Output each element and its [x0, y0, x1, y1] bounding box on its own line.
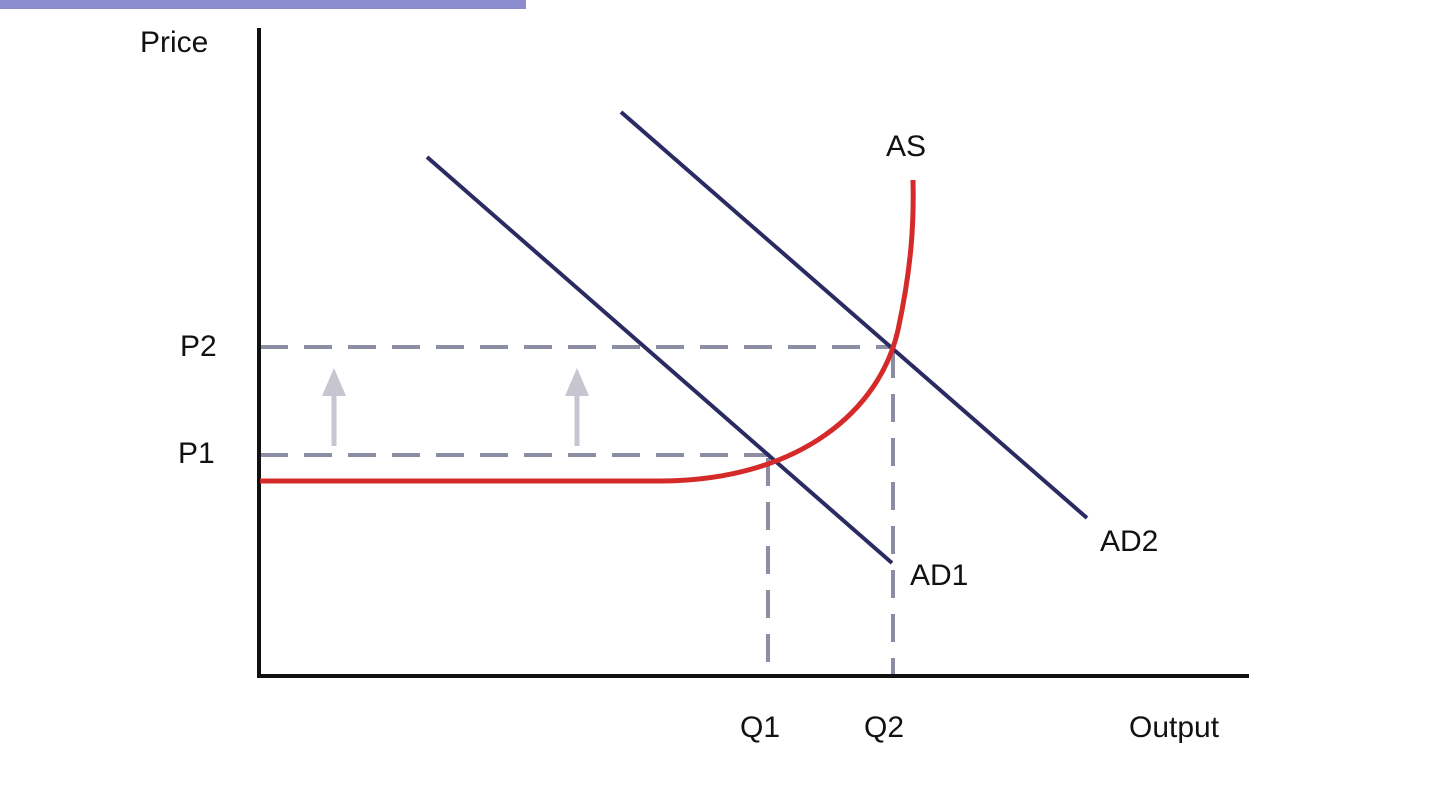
ad1-curve: [425, 155, 894, 565]
as-label: AS: [886, 130, 926, 163]
q1-label: Q1: [740, 711, 780, 744]
ad2-label: AD2: [1100, 525, 1158, 558]
x-axis-label: Output: [1129, 711, 1220, 744]
ad2-curve: [619, 110, 1089, 520]
price-rise-arrow-left: [322, 368, 346, 446]
top-accent-bar: [0, 0, 526, 9]
price-rise-arrow-right: [565, 368, 589, 446]
p1-label: P1: [178, 437, 215, 470]
ad1-label: AD1: [910, 559, 968, 592]
as-curve: [260, 179, 916, 484]
p2-label: P2: [180, 330, 217, 363]
q2-label: Q2: [864, 711, 904, 744]
y-axis-label: Price: [140, 26, 208, 59]
